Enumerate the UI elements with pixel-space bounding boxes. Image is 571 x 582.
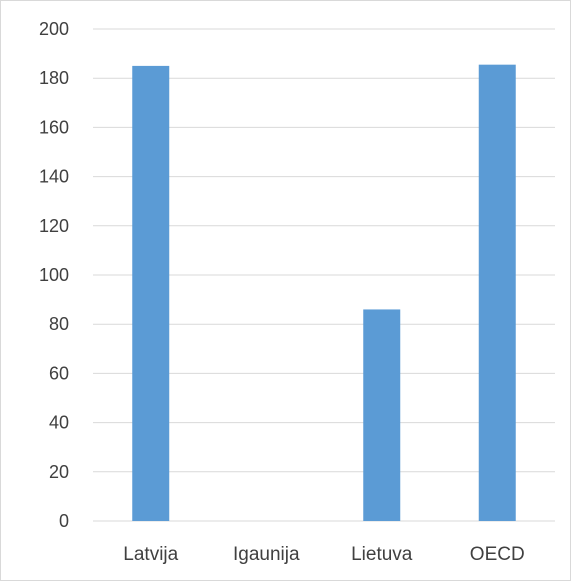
bars (132, 64, 516, 522)
bar-latvija (132, 65, 170, 522)
y-tick-label: 140 (39, 167, 69, 187)
x-tick-label: Latvija (123, 544, 178, 565)
gridlines (93, 28, 555, 522)
x-tick-label: Igaunija (233, 544, 300, 565)
y-tick-label: 0 (59, 511, 69, 531)
y-tick-label: 160 (39, 117, 69, 137)
x-axis-tick-labels: Latvija Igaunija Lietuva OECD (123, 544, 524, 565)
x-tick-label: Lietuva (351, 544, 413, 565)
y-tick-label: 120 (39, 216, 69, 236)
bar-oecd (478, 64, 516, 522)
y-tick-label: 100 (39, 265, 69, 285)
y-tick-label: 80 (49, 314, 69, 334)
y-tick-label: 200 (39, 19, 69, 39)
bar-lietuva (363, 309, 401, 521)
x-tick-label: OECD (470, 544, 525, 565)
y-axis-tick-labels: 0 20 40 60 80 100 120 140 160 180 200 (39, 19, 69, 531)
y-tick-label: 20 (49, 462, 69, 482)
y-tick-label: 180 (39, 68, 69, 88)
y-tick-label: 60 (49, 363, 69, 383)
y-tick-label: 40 (49, 413, 69, 433)
